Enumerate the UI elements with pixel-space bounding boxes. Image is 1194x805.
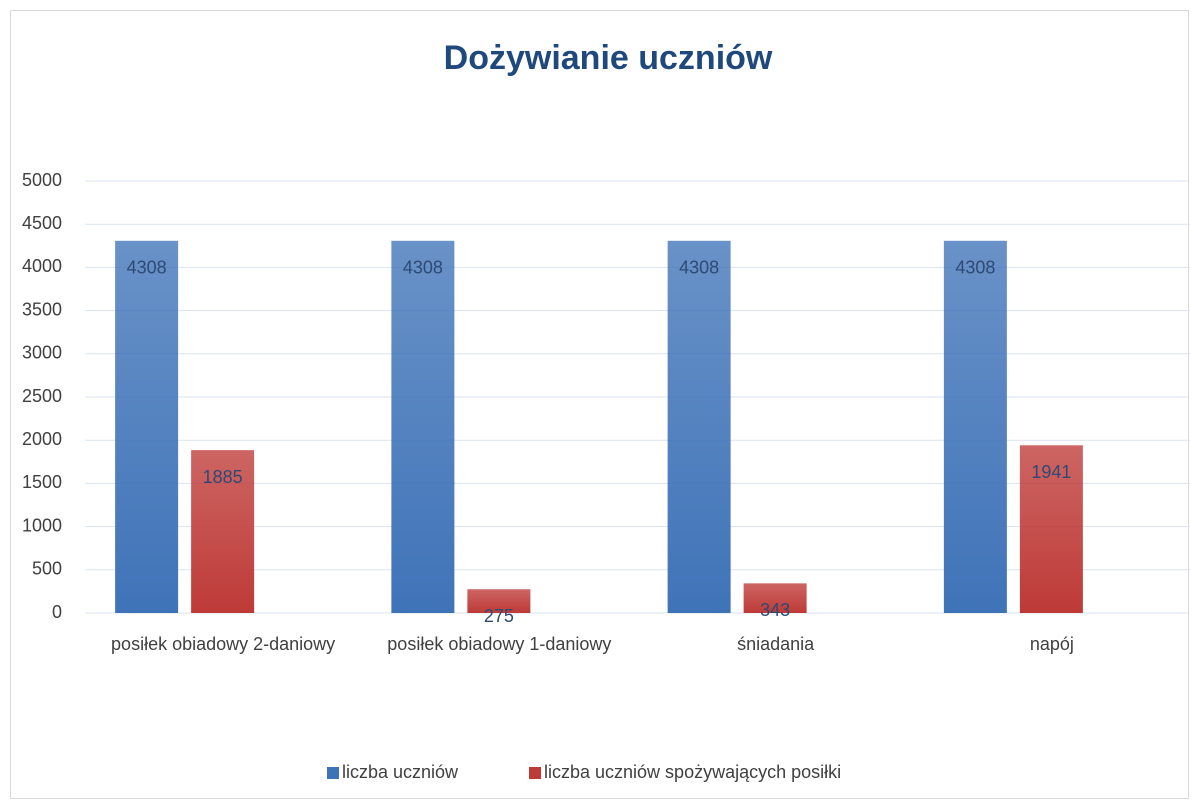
bar (667, 240, 731, 613)
y-tick-label: 3500 (22, 299, 62, 319)
bar (943, 240, 1007, 613)
y-tick-label: 4500 (22, 213, 62, 233)
x-tick-label: posiłek obiadowy 1-daniowy (387, 634, 611, 654)
value-label: 275 (484, 606, 514, 626)
value-label: 1941 (1031, 462, 1071, 482)
legend-label: liczba uczniów (342, 762, 459, 782)
bar (115, 240, 179, 613)
value-label: 343 (760, 600, 790, 620)
y-tick-label: 5000 (22, 170, 62, 190)
x-tick-label: napój (1030, 634, 1074, 654)
legend-swatch (529, 767, 541, 779)
legend-label: liczba uczniów spożywających posiłki (544, 762, 841, 782)
value-label: 4308 (955, 258, 995, 278)
y-tick-label: 3000 (22, 343, 62, 363)
y-tick-label: 500 (32, 559, 62, 579)
bar (391, 240, 455, 613)
bar (467, 589, 531, 613)
legend-swatch (327, 767, 339, 779)
chart-title: Dożywianie uczniów (444, 39, 773, 77)
value-label: 1885 (203, 467, 243, 487)
y-tick-label: 4000 (22, 256, 62, 276)
y-tick-label: 1500 (22, 472, 62, 492)
bar (1019, 445, 1083, 613)
y-tick-label: 1000 (22, 515, 62, 535)
y-tick-label: 2000 (22, 429, 62, 449)
y-tick-label: 0 (52, 602, 62, 622)
chart-border (10, 10, 1189, 799)
value-label: 4308 (679, 258, 719, 278)
bar (191, 450, 255, 613)
bar (743, 583, 807, 613)
x-tick-label: śniadania (737, 634, 815, 654)
value-label: 4308 (403, 258, 443, 278)
value-label: 4308 (127, 258, 167, 278)
x-tick-label: posiłek obiadowy 2-daniowy (111, 634, 335, 654)
y-tick-label: 2500 (22, 386, 62, 406)
